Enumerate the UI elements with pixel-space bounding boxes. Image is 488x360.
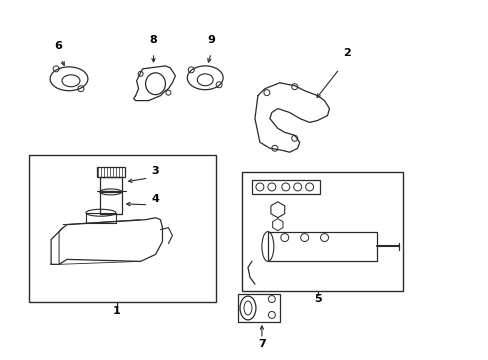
Text: 4: 4 xyxy=(151,194,159,204)
Text: 6: 6 xyxy=(54,41,62,51)
Bar xyxy=(100,177,122,191)
Bar xyxy=(251,180,319,194)
Text: 5: 5 xyxy=(313,294,321,304)
Text: 3: 3 xyxy=(151,166,159,176)
Bar xyxy=(86,213,116,223)
Bar xyxy=(238,294,279,322)
Text: 2: 2 xyxy=(343,48,350,58)
Bar xyxy=(97,167,124,177)
Bar xyxy=(29,155,216,302)
Text: 1: 1 xyxy=(113,306,121,316)
Text: 9: 9 xyxy=(207,35,215,45)
Bar xyxy=(242,172,402,291)
Text: 7: 7 xyxy=(258,339,265,349)
Bar xyxy=(100,192,122,214)
Bar xyxy=(267,231,376,261)
Text: 8: 8 xyxy=(149,35,157,45)
